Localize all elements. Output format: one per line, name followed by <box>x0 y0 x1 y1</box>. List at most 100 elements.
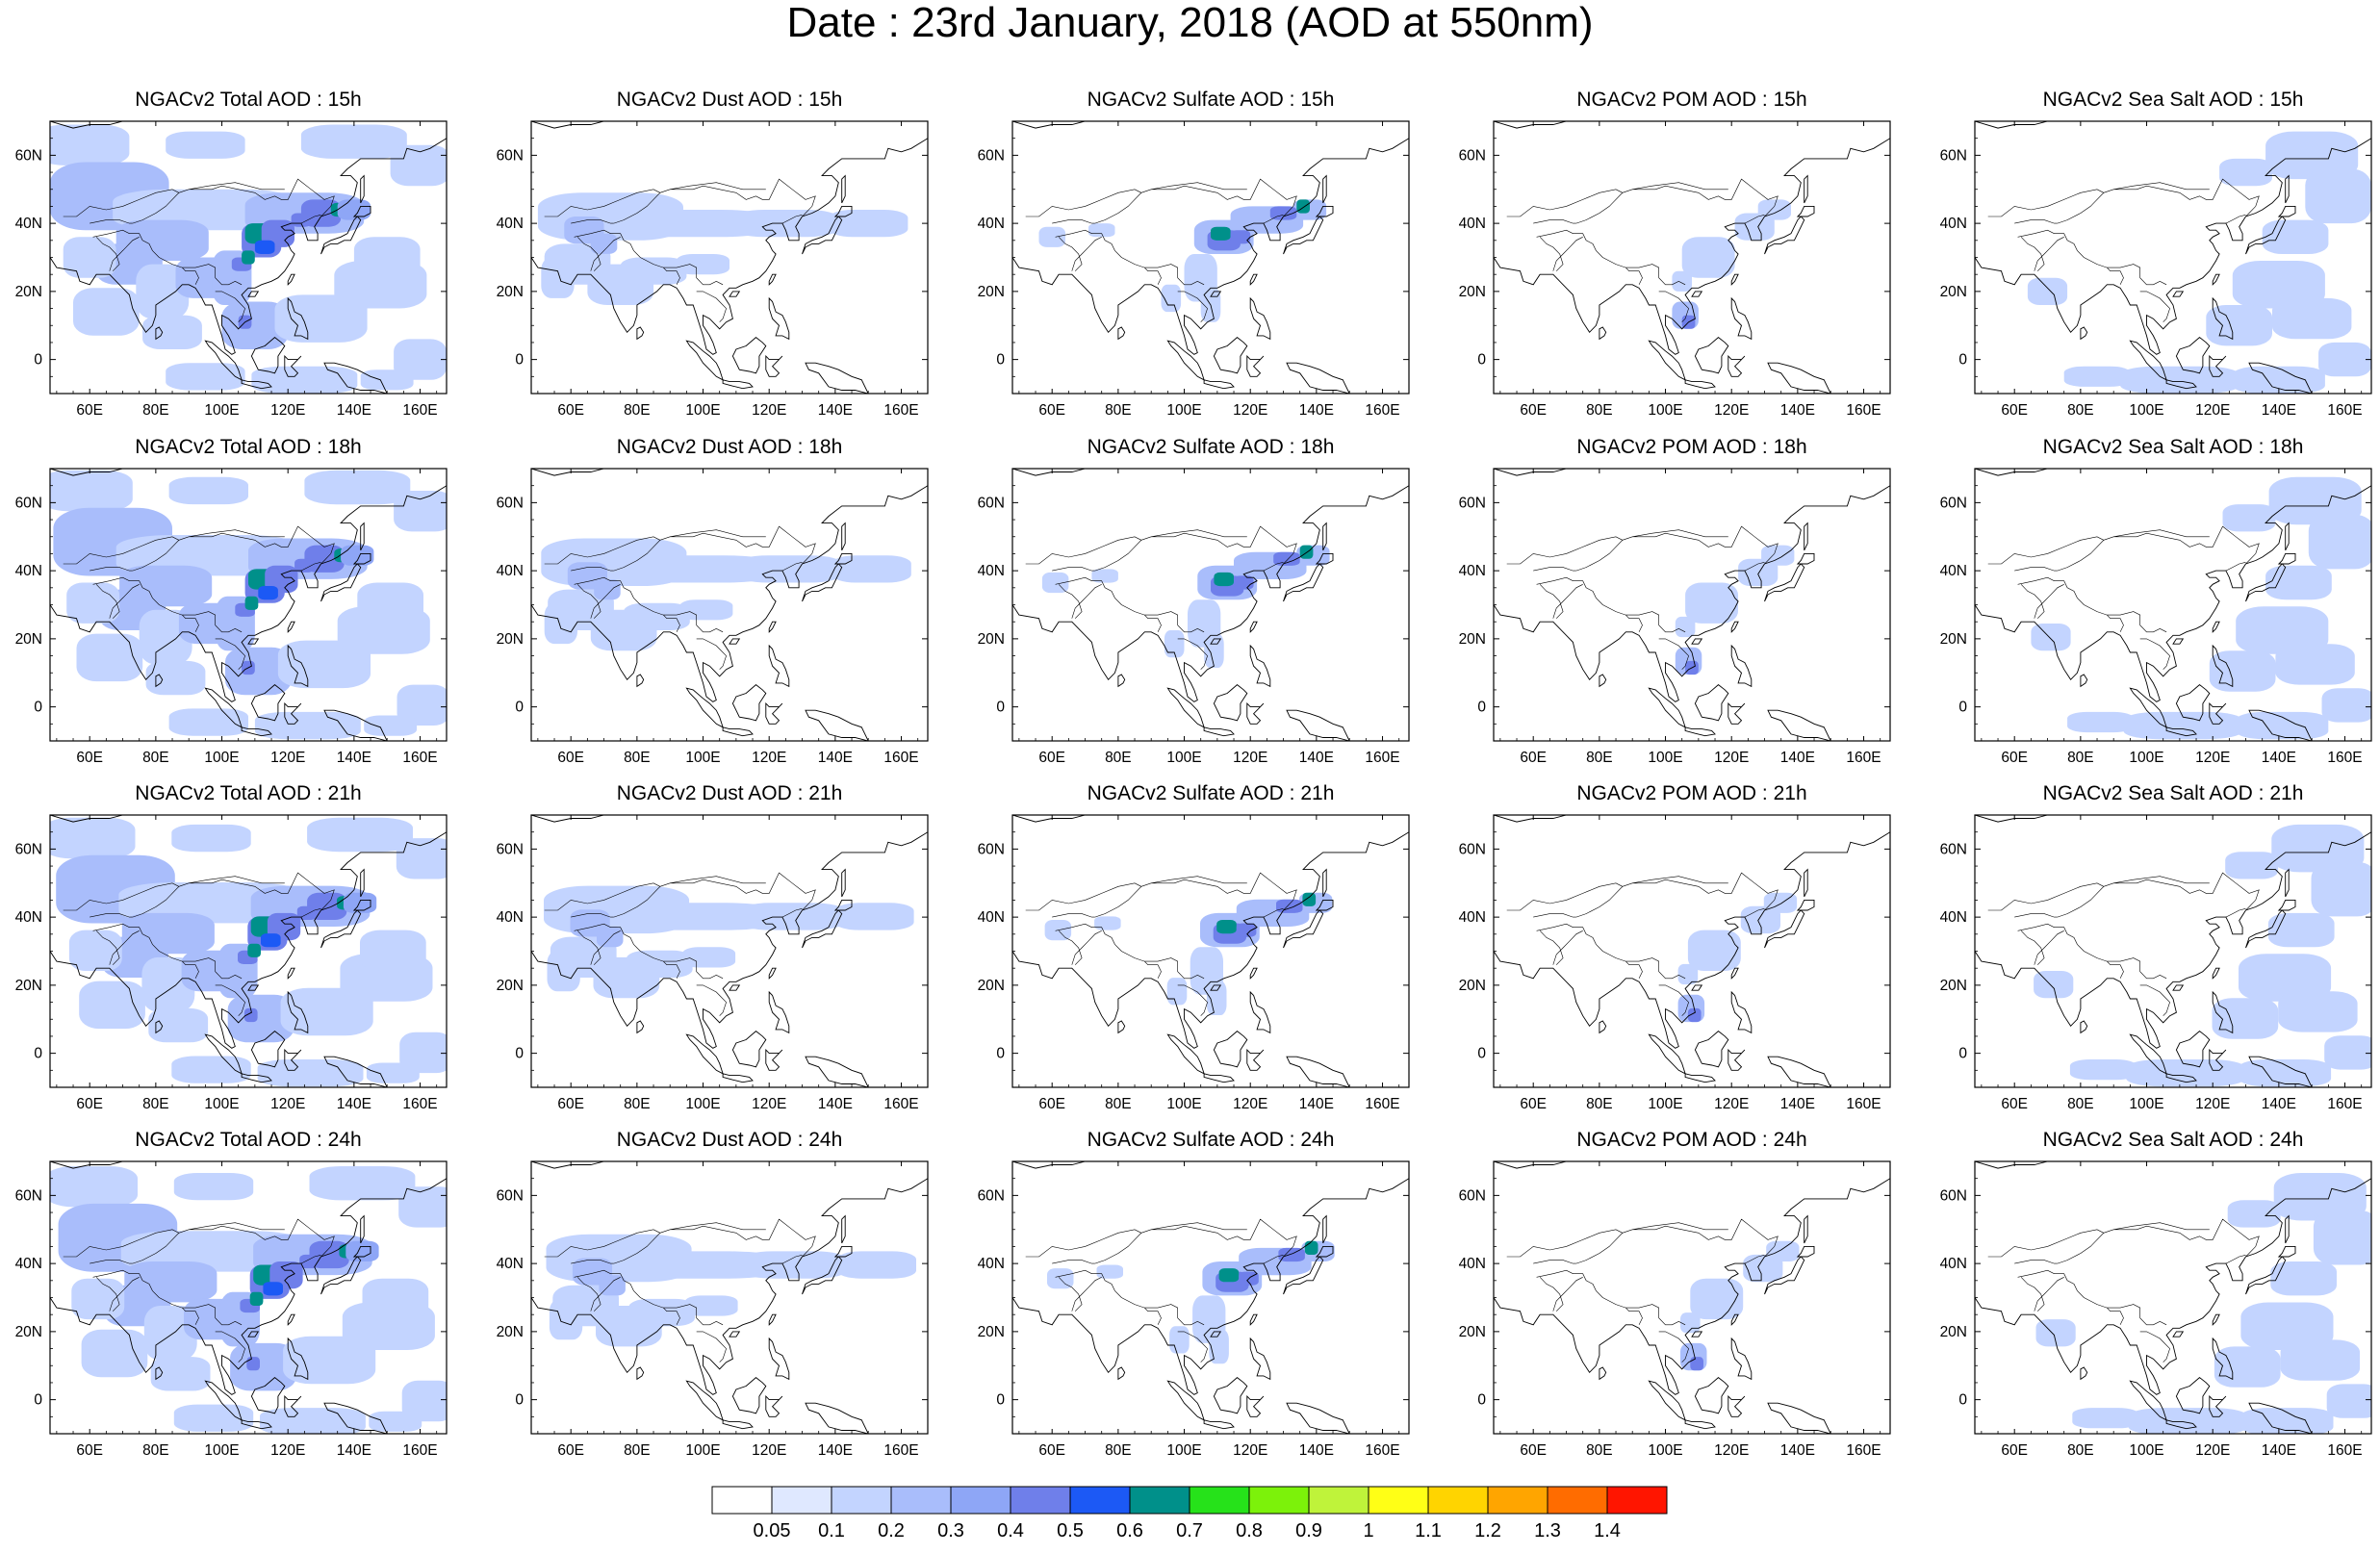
colorbar-label: 0.2 <box>878 1520 905 1541</box>
x-tick-label: 100E <box>1166 1442 1201 1459</box>
panel-title-total-24h: NGACv2 Total AOD : 24h <box>135 1129 362 1151</box>
y-tick-label: 60N <box>15 495 42 511</box>
y-tick-label: 20N <box>15 978 42 994</box>
y-tick-label: 60N <box>1940 147 1967 164</box>
y-tick-label: 60N <box>15 841 42 857</box>
x-tick-label: 160E <box>2327 750 2362 766</box>
y-tick-label: 40N <box>1459 563 1486 579</box>
y-tick-label: 60N <box>1940 841 1967 857</box>
aod-field <box>531 121 928 394</box>
y-tick-label: 60N <box>497 495 524 511</box>
y-tick-label: 20N <box>978 631 1005 648</box>
x-tick-label: 60E <box>76 402 103 419</box>
panel-title-pom-18h: NGACv2 POM AOD : 18h <box>1576 436 1807 458</box>
y-tick-label: 40N <box>978 909 1005 926</box>
x-tick-label: 60E <box>1520 402 1547 419</box>
coastlines <box>1975 815 2371 1087</box>
y-tick-label: 20N <box>15 284 42 300</box>
y-tick-label: 40N <box>978 216 1005 232</box>
y-tick-label: 60N <box>1940 1187 1967 1204</box>
x-tick-label: 100E <box>204 402 239 419</box>
x-tick-label: 100E <box>685 402 720 419</box>
y-tick-label: 0 <box>1958 352 1967 369</box>
y-tick-label: 60N <box>1459 495 1486 511</box>
colorbar-swatch <box>771 1486 832 1515</box>
aod-field <box>50 469 447 741</box>
coastlines <box>1494 815 1890 1087</box>
map-panel-seasalt-21h: 60E 80E 100E 120E 140E 160E 0 20N 40N 60N <box>1940 814 2372 1112</box>
x-tick-label: 120E <box>270 1096 305 1112</box>
coastlines <box>50 469 447 741</box>
coastlines <box>1975 1161 2371 1434</box>
x-tick-label: 80E <box>1105 1442 1132 1459</box>
coastlines <box>50 121 447 394</box>
y-tick-label: 0 <box>1958 1046 1967 1062</box>
y-tick-label: 60N <box>497 1187 524 1204</box>
panel-title-pom-24h: NGACv2 POM AOD : 24h <box>1576 1129 1807 1151</box>
x-tick-label: 120E <box>1714 1442 1749 1459</box>
x-tick-label: 80E <box>2067 1096 2094 1112</box>
x-tick-label: 60E <box>2001 750 2028 766</box>
x-tick-label: 60E <box>1520 1096 1547 1112</box>
y-tick-label: 40N <box>497 216 524 232</box>
map-panel-total-24h: 60E 80E 100E 120E 140E 160E 0 20N 40N 60N <box>15 1160 448 1459</box>
map-panel-total-21h: 60E 80E 100E 120E 140E 160E 0 20N 40N 60N <box>15 814 448 1112</box>
x-tick-label: 120E <box>2195 402 2230 419</box>
x-tick-label: 120E <box>1714 402 1749 419</box>
x-tick-label: 80E <box>1586 402 1613 419</box>
colorbar-swatch <box>1010 1486 1071 1515</box>
x-tick-label: 120E <box>1714 1096 1749 1112</box>
colorbar-label: 0.05 <box>754 1520 791 1541</box>
aod-field <box>531 469 928 741</box>
x-tick-label: 160E <box>1365 1096 1399 1112</box>
y-tick-label: 40N <box>1459 1256 1486 1272</box>
x-tick-label: 160E <box>402 1442 437 1459</box>
x-tick-label: 100E <box>204 750 239 766</box>
colorbar-swatch <box>1606 1486 1668 1515</box>
x-tick-label: 120E <box>270 402 305 419</box>
y-tick-label: 40N <box>15 1256 42 1272</box>
y-tick-label: 60N <box>497 841 524 857</box>
x-tick-label: 60E <box>1038 1096 1065 1112</box>
coastlines <box>531 469 928 741</box>
y-tick-label: 20N <box>15 1324 42 1340</box>
panel-title-total-18h: NGACv2 Total AOD : 18h <box>135 436 362 458</box>
aod-field <box>50 815 447 1087</box>
y-tick-label: 60N <box>978 1187 1005 1204</box>
colorbar-swatch <box>1308 1486 1369 1515</box>
colorbar-swatch <box>1368 1486 1429 1515</box>
x-tick-label: 60E <box>76 1442 103 1459</box>
y-tick-label: 60N <box>15 147 42 164</box>
x-tick-label: 140E <box>337 402 371 419</box>
coastlines <box>1012 469 1409 741</box>
colorbar-label: 0.1 <box>818 1520 845 1541</box>
x-tick-label: 120E <box>752 750 786 766</box>
coastlines <box>531 815 928 1087</box>
x-tick-label: 120E <box>270 750 305 766</box>
panel-title-sulfate-21h: NGACv2 Sulfate AOD : 21h <box>1087 782 1335 804</box>
x-tick-label: 80E <box>624 750 651 766</box>
x-tick-label: 80E <box>142 402 169 419</box>
y-tick-label: 0 <box>996 700 1005 716</box>
colorbar-label: 0.7 <box>1176 1520 1203 1541</box>
x-tick-label: 140E <box>1299 1096 1334 1112</box>
map-panel-sulfate-21h: 60E 80E 100E 120E 140E 160E 0 20N 40N 60N <box>978 814 1410 1112</box>
aod-field <box>1012 815 1409 1087</box>
y-tick-label: 0 <box>34 352 42 369</box>
y-tick-label: 0 <box>515 1046 524 1062</box>
x-tick-label: 60E <box>1520 750 1547 766</box>
x-tick-label: 120E <box>1233 1442 1267 1459</box>
y-tick-label: 0 <box>515 700 524 716</box>
colorbar-swatch <box>1487 1486 1548 1515</box>
map-panel-seasalt-15h: 60E 80E 100E 120E 140E 160E 0 20N 40N 60N <box>1940 120 2372 419</box>
map-panel-sulfate-18h: 60E 80E 100E 120E 140E 160E 0 20N 40N 60N <box>978 468 1410 766</box>
y-tick-label: 40N <box>15 909 42 926</box>
x-tick-label: 60E <box>1520 1442 1547 1459</box>
y-tick-label: 40N <box>497 1256 524 1272</box>
x-tick-label: 120E <box>1714 750 1749 766</box>
y-tick-label: 20N <box>978 978 1005 994</box>
map-panel-pom-24h: 60E 80E 100E 120E 140E 160E 0 20N 40N 60N <box>1459 1160 1891 1459</box>
y-tick-label: 20N <box>1940 631 1967 648</box>
y-tick-label: 20N <box>1459 978 1486 994</box>
aod-field <box>50 1161 447 1434</box>
